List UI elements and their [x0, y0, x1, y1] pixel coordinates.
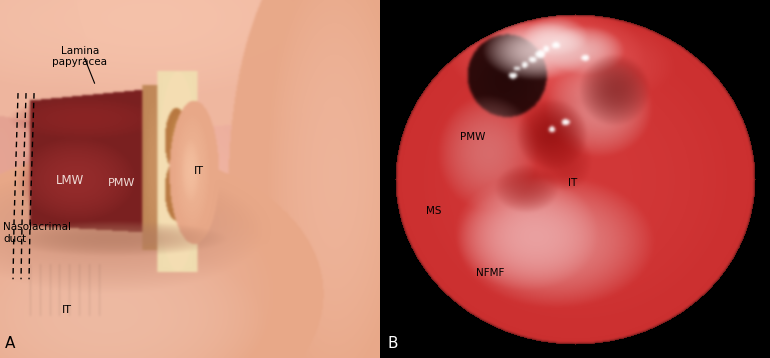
Text: NFMF: NFMF: [476, 268, 504, 278]
Text: Lamina
papyracea: Lamina papyracea: [52, 46, 107, 67]
Text: PMW: PMW: [460, 132, 486, 142]
Text: IT: IT: [193, 166, 203, 176]
Text: Nasolacrimal
duct: Nasolacrimal duct: [3, 222, 71, 243]
Text: B: B: [387, 336, 398, 351]
Text: IT: IT: [62, 305, 72, 315]
Text: MS: MS: [426, 206, 441, 216]
Text: LMW: LMW: [56, 174, 85, 187]
Text: A: A: [5, 336, 15, 351]
Text: IT: IT: [568, 178, 578, 188]
Text: PMW: PMW: [108, 178, 136, 188]
